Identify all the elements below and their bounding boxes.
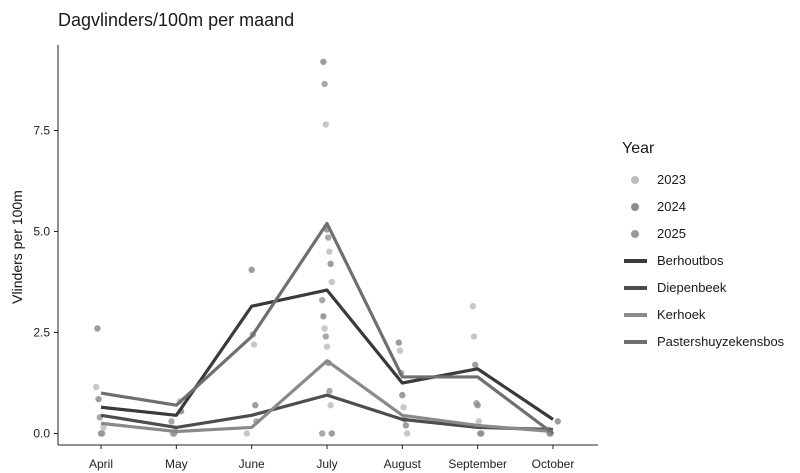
data-point (474, 402, 481, 409)
data-point (323, 343, 331, 350)
legend-line-key (622, 333, 650, 351)
legend-item-year: 2025 (622, 220, 784, 247)
x-tick-label: August (384, 457, 422, 471)
data-point (321, 325, 328, 332)
series-line (100, 359, 554, 434)
data-point (168, 418, 175, 425)
data-point (328, 278, 335, 286)
legend: Year 2023 2024 2025 Berhoutbos Diepenbeek Ker… (622, 140, 784, 355)
legend-point-key (622, 198, 650, 216)
x-tick-label: June (239, 457, 265, 471)
data-point (322, 333, 329, 340)
data-point (93, 383, 100, 391)
data-point (328, 430, 335, 437)
data-point (469, 303, 477, 310)
data-point (327, 402, 334, 409)
data-point (243, 430, 251, 437)
data-point (100, 424, 107, 431)
y-tick-label: 5.0 (33, 225, 50, 239)
legend-item-site: Kerhoek (622, 301, 784, 328)
legend-label: Berhoutbos (657, 253, 724, 268)
legend-item-year: 2024 (622, 193, 784, 220)
data-point (322, 121, 329, 128)
data-point (478, 430, 485, 437)
data-point (319, 430, 326, 437)
data-point (326, 387, 333, 395)
data-point (475, 418, 483, 425)
y-tick-label: 7.5 (33, 124, 50, 138)
y-tick-label: 2.5 (33, 326, 50, 340)
y-axis-label: Vlinders per 100m (9, 190, 25, 304)
legend-label: 2024 (657, 199, 686, 214)
data-point (248, 266, 255, 274)
x-tick-label: September (448, 457, 507, 471)
x-tick-label: April (89, 457, 113, 471)
y-tick-label: 0.0 (33, 427, 50, 441)
data-point (403, 430, 411, 437)
legend-point-key (622, 171, 650, 189)
legend-line-key (622, 279, 650, 297)
data-point (320, 313, 327, 320)
legend-label: Kerhoek (657, 307, 706, 322)
data-point (396, 347, 404, 354)
data-point (321, 80, 328, 88)
data-point (95, 395, 102, 403)
series-line (100, 221, 554, 435)
data-point (470, 333, 478, 340)
legend-label: 2023 (657, 172, 686, 187)
series-line (100, 393, 554, 432)
data-point (472, 361, 479, 369)
data-point (94, 325, 101, 332)
data-point (395, 339, 402, 346)
legend-item-site: Pastershuyzekensbos (622, 328, 784, 355)
data-point (402, 422, 410, 429)
data-point (325, 234, 332, 241)
x-tick-label: May (165, 457, 188, 471)
data-point (326, 248, 333, 255)
data-point (327, 260, 334, 268)
data-point (554, 418, 561, 425)
data-point (400, 404, 407, 411)
legend-item-year: 2023 (622, 166, 784, 193)
chart-title: Dagvlinders/100m per maand (58, 10, 295, 30)
legend-item-site: Diepenbeek (622, 274, 784, 301)
x-tick-label: October (532, 457, 575, 471)
legend-label: 2025 (657, 226, 686, 241)
data-point (320, 58, 327, 66)
legend-label: Diepenbeek (657, 280, 727, 295)
data-point (99, 430, 106, 437)
legend-line-key (622, 306, 650, 324)
data-point (250, 341, 258, 348)
series-line (100, 288, 554, 421)
legend-line-key (622, 252, 650, 270)
legend-point-key (622, 225, 650, 243)
legend-title: Year (622, 140, 655, 157)
data-point (252, 402, 259, 409)
data-point (399, 391, 406, 399)
legend-label: Pastershuyzekensbos (657, 334, 785, 349)
x-tick-label: July (316, 457, 337, 471)
data-point (319, 296, 326, 304)
legend-item-site: Berhoutbos (622, 247, 784, 274)
